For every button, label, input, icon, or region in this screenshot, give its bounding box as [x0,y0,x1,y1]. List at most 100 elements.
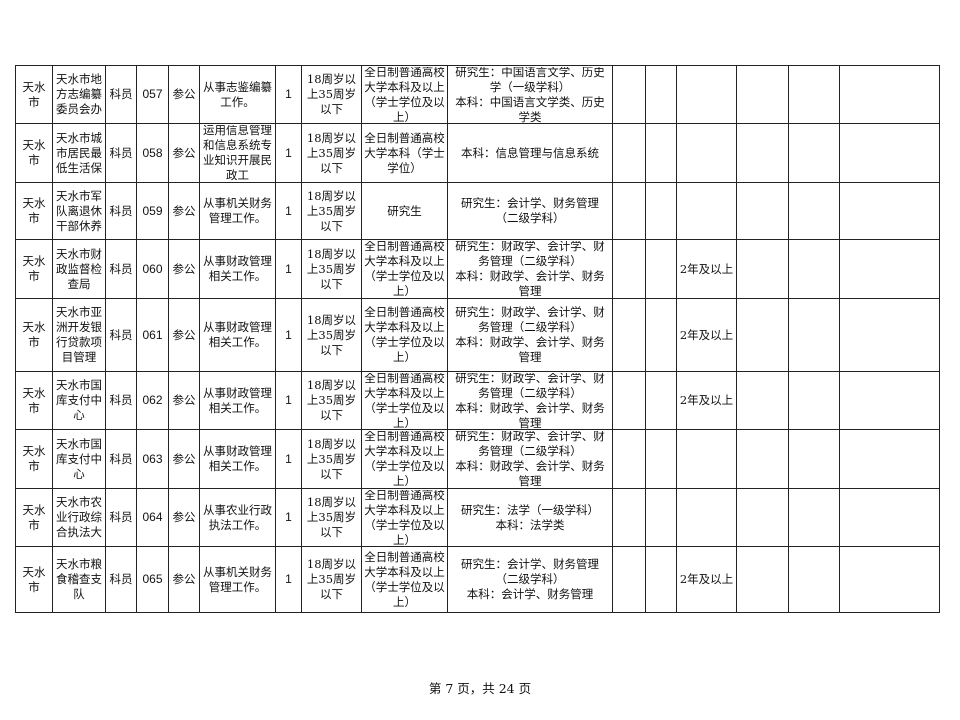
cell-city: 天水市 [15,298,53,372]
cell-age: 18周岁以上35周岁以下 [301,429,362,489]
cell-code: 058 [136,123,169,183]
table-row: 天水市 天水市国库支付中心 科员 062 参公 从事财政管理相关工作。 1 18周岁以上35周… [15,371,940,430]
cell-code: 061 [136,298,169,372]
cell-code-text: 061 [142,327,163,342]
cell-post: 科员 [105,123,137,183]
cell-extra-1 [612,65,646,124]
cell-count-text: 1 [285,510,292,524]
cell-extra-5 [788,371,840,430]
cell-extra-5 [788,298,840,372]
cell-edu: 全日制普通高校大学本科及以上（学士学位及以上） [361,429,448,489]
cell-extra-2 [645,429,677,489]
cell-city-text: 天水市 [22,502,46,532]
cell-major: 研究生：法学（一级学科） 本科：法学类 [447,488,613,547]
cell-age: 18周岁以上35周岁以下 [301,546,362,613]
cell-post-text: 科员 [109,393,133,407]
cell-edu-text: 全日制普通高校大学本科及以上（学士学位及以上） [364,430,445,488]
cell-post: 科员 [105,182,137,240]
cell-unit-text: 天水市城市居民最低生活保 [56,130,102,175]
cell-city-text: 天水市 [22,196,46,225]
cell-age: 18周岁以上35周岁以下 [301,488,362,547]
cell-age-text: 18周岁以上35周岁以下 [306,495,357,539]
cell-major-text: 研究生：法学（一级学科） 本科：法学类 [461,502,599,532]
cell-post: 科员 [105,239,137,299]
cell-duty-text: 从事机关财务管理工作。 [203,564,272,594]
cell-major-text: 研究生：财政学、会计学、财务管理（二级学科） 本科：财政学、会计学、财务管理 [455,430,605,488]
cell-major-text: 本科：信息管理与信息系统 [461,145,599,160]
cell-age: 18周岁以上35周岁以下 [301,371,362,430]
cell-city: 天水市 [15,182,53,240]
cell-extra-5 [788,182,840,240]
cell-duty: 从事机关财务管理工作。 [199,182,276,240]
cell-post: 科员 [105,65,137,124]
cell-post-text: 科员 [109,87,133,101]
cell-major-text: 研究生：财政学、会计学、财务管理（二级学科） 本科：财政学、会计学、财务管理 [455,305,605,364]
cell-type-text: 参公 [172,327,196,342]
cell-work-experience-text: 2年及以上 [679,572,734,586]
cell-post-text: 科员 [109,451,133,466]
cell-extra-4 [736,123,789,183]
cell-extra-1 [612,546,646,613]
cell-count: 1 [275,65,302,124]
cell-extra-2 [645,239,677,299]
cell-work-experience-text: 2年及以上 [679,393,734,407]
cell-count: 1 [275,429,302,489]
cell-count-text: 1 [285,203,292,218]
cell-type-text: 参公 [172,145,196,160]
cell-work-experience: 2年及以上 [676,371,737,430]
cell-major: 研究生：财政学、会计学、财务管理（二级学科） 本科：财政学、会计学、财务管理 [447,371,613,430]
cell-code-text: 062 [142,393,163,407]
cell-age: 18周岁以上35周岁以下 [301,65,362,124]
cell-type: 参公 [168,182,200,240]
cell-age-text: 18周岁以上35周岁以下 [306,188,357,233]
cell-work-experience: 2年及以上 [676,546,737,613]
cell-work-experience [676,123,737,183]
cell-edu-text: 全日制普通高校大学本科（学士学位） [364,130,445,175]
cell-duty: 从事财政管理相关工作。 [199,239,276,299]
cell-duty-text: 从事财政管理相关工作。 [203,254,272,283]
cell-post: 科员 [105,371,137,430]
cell-duty-text: 从事财政管理相关工作。 [203,385,272,415]
cell-city-text: 天水市 [22,444,46,473]
cell-count-text: 1 [285,261,292,276]
cell-post: 科员 [105,429,137,489]
cell-work-experience: 2年及以上 [676,298,737,372]
cell-code-text: 058 [142,145,163,160]
cell-type-text: 参公 [172,451,196,466]
cell-duty-text: 从事志鉴编纂工作。 [203,79,272,109]
cell-extra-1 [612,429,646,489]
cell-city: 天水市 [15,429,53,489]
cell-extra-2 [645,298,677,372]
cell-unit: 天水市农业行政综合执法大 [52,488,106,547]
cell-edu-text: 全日制普通高校大学本科及以上（学士学位及以上） [364,372,445,429]
cell-count: 1 [275,298,302,372]
cell-type: 参公 [168,65,200,124]
cell-code-text: 065 [142,572,163,586]
cell-major-text: 研究生：中国语言文学、历史学（一级学科） 本科：中国语言文学类、历史学类 [455,66,605,123]
cell-notes [839,182,940,240]
cell-city: 天水市 [15,65,53,124]
table-row: 天水市 天水市粮食稽查支队 科员 065 参公 从事机关财务管理工作。 1 18周岁以上35周… [15,546,940,613]
cell-post: 科员 [105,298,137,372]
cell-city: 天水市 [15,371,53,430]
cell-age-text: 18周岁以上35周岁以下 [306,130,357,175]
cell-code: 063 [136,429,169,489]
cell-city: 天水市 [15,546,53,613]
cell-age-text: 18周岁以上35周岁以下 [306,557,357,601]
cell-edu: 研究生 [361,182,448,240]
cell-major-text: 研究生：会计学、财务管理（二级学科） 本科：会计学、财务管理 [461,557,599,601]
cell-duty-text: 从事农业行政执法工作。 [203,502,272,532]
cell-work-experience-text: 2年及以上 [679,327,734,342]
cell-unit-text: 天水市地方志编纂委员会办 [56,72,102,116]
cell-major: 研究生：财政学、会计学、财务管理（二级学科） 本科：财政学、会计学、财务管理 [447,298,613,372]
cell-edu: 全日制普通高校大学本科及以上（学士学位及以上） [361,298,448,372]
cell-extra-1 [612,239,646,299]
cell-count-text: 1 [285,451,292,466]
cell-extra-5 [788,429,840,489]
cell-major: 本科：信息管理与信息系统 [447,123,613,183]
cell-post-text: 科员 [109,327,133,342]
cell-work-experience [676,182,737,240]
cell-type-text: 参公 [172,87,196,101]
cell-code-text: 060 [142,261,163,276]
cell-extra-2 [645,123,677,183]
